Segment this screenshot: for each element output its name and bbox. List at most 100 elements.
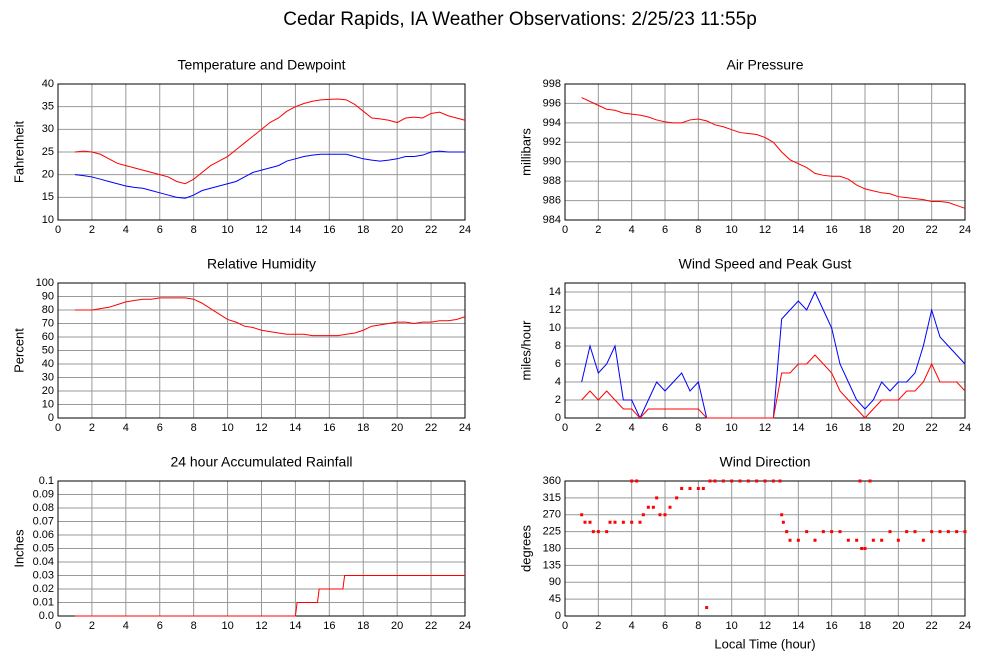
x-tick-label: 2	[595, 224, 601, 236]
y-tick-label: 360	[543, 475, 561, 487]
y-tick-label: 30	[42, 123, 54, 135]
data-point	[583, 520, 587, 524]
y-tick-label: 10	[42, 398, 54, 410]
x-tick-label: 16	[323, 422, 335, 434]
y-tick-label: 40	[42, 358, 54, 370]
chart-panel: Temperature and DewpointFahrenheit101520…	[11, 57, 471, 236]
y-tick-label: 0.08	[33, 502, 54, 514]
x-tick-label: 12	[759, 620, 771, 632]
x-tick-label: 2	[89, 422, 95, 434]
chart-panel: 24 hour Accumulated Rainfall Inches 0.0 0.0…	[11, 454, 471, 632]
y-tick-label: 60	[42, 331, 54, 343]
y-tick-label: 135	[543, 559, 561, 571]
x-tick-label: 12	[255, 620, 267, 632]
y-axis-label: Fahrenheit	[11, 121, 26, 184]
data-point	[605, 530, 609, 534]
x-tick-label: 16	[826, 224, 838, 236]
data-point	[868, 479, 872, 483]
data-point	[746, 479, 750, 483]
y-tick-label: 998	[543, 78, 561, 90]
x-tick-label: 12	[255, 224, 267, 236]
x-tick-label: 6	[157, 620, 163, 632]
x-tick-label: 20	[892, 224, 904, 236]
data-point	[630, 520, 634, 524]
data-line	[74, 297, 466, 337]
data-point	[778, 479, 782, 483]
data-point	[930, 530, 934, 534]
chart-title: Relative Humidity	[207, 256, 316, 272]
x-tick-label: 8	[695, 224, 701, 236]
x-tick-label: 14	[792, 422, 804, 434]
x-tick-label: 18	[357, 620, 369, 632]
x-tick-label: 18	[357, 422, 369, 434]
chart-title: Air Pressure	[726, 57, 803, 73]
data-point	[680, 487, 684, 490]
x-tick-label: 10	[726, 620, 738, 632]
data-point	[688, 487, 692, 490]
y-tick-label: 0	[555, 610, 561, 622]
x-tick-label: 8	[191, 620, 197, 632]
x-tick-label: 14	[792, 620, 804, 632]
data-point	[675, 496, 679, 500]
data-point	[641, 513, 645, 517]
chart-panel: Wind Direction degrees Local Time (hour) 0 4…	[518, 454, 971, 652]
data-point	[696, 487, 700, 490]
data-point	[921, 538, 925, 542]
y-tick-label: 180	[543, 542, 561, 554]
x-tick-label: 16	[323, 620, 335, 632]
data-point	[780, 513, 784, 517]
x-tick-label: 24	[459, 620, 471, 632]
x-tick-label: 12	[759, 422, 771, 434]
y-tick-label: 6	[555, 358, 561, 370]
data-line	[74, 150, 465, 199]
x-tick-label: 0	[562, 224, 568, 236]
data-point	[955, 530, 959, 534]
y-tick-label: 0	[48, 412, 54, 424]
x-tick-label: 24	[959, 422, 971, 434]
x-tick-label: 16	[323, 224, 335, 236]
data-point	[896, 538, 900, 542]
data-point	[738, 479, 742, 483]
x-tick-label: 0	[55, 620, 61, 632]
data-point	[913, 530, 917, 534]
y-tick-label: 80	[42, 304, 54, 316]
x-tick-label: 20	[391, 620, 403, 632]
x-tick-label: 2	[89, 620, 95, 632]
y-tick-label: 12	[549, 304, 561, 316]
data-point	[708, 479, 712, 483]
data-point	[705, 606, 709, 610]
y-tick-label: 0.04	[33, 556, 54, 568]
x-tick-label: 6	[157, 422, 163, 434]
x-tick-label: 12	[759, 224, 771, 236]
y-tick-label: 984	[543, 214, 561, 226]
data-line	[74, 98, 466, 185]
data-point	[655, 496, 659, 500]
data-point	[781, 520, 785, 524]
y-tick-label: 45	[549, 593, 561, 605]
y-tick-label: 0.0	[39, 610, 54, 622]
y-tick-label: 10	[42, 214, 54, 226]
x-tick-label: 6	[157, 224, 163, 236]
y-tick-label: 100	[36, 277, 54, 289]
x-tick-label: 8	[695, 620, 701, 632]
y-tick-label: 988	[543, 175, 561, 187]
plot-frame	[57, 282, 466, 419]
y-tick-label: 990	[543, 156, 561, 168]
x-tick-label: 20	[892, 620, 904, 632]
data-point	[963, 530, 967, 534]
data-line	[581, 97, 966, 209]
data-point	[630, 479, 634, 483]
y-tick-label: 0.03	[33, 569, 54, 581]
x-tick-label: 22	[926, 422, 938, 434]
x-tick-label: 0	[562, 620, 568, 632]
data-point	[796, 538, 800, 542]
x-tick-label: 0	[55, 224, 61, 236]
x-tick-label: 10	[221, 620, 233, 632]
data-point	[701, 487, 705, 490]
chart-panel: Air Pressure millibars 984 986 988 990 992 994 9…	[518, 57, 971, 236]
x-tick-label: 22	[425, 620, 437, 632]
y-tick-label: 20	[42, 169, 54, 181]
data-point	[880, 538, 884, 542]
